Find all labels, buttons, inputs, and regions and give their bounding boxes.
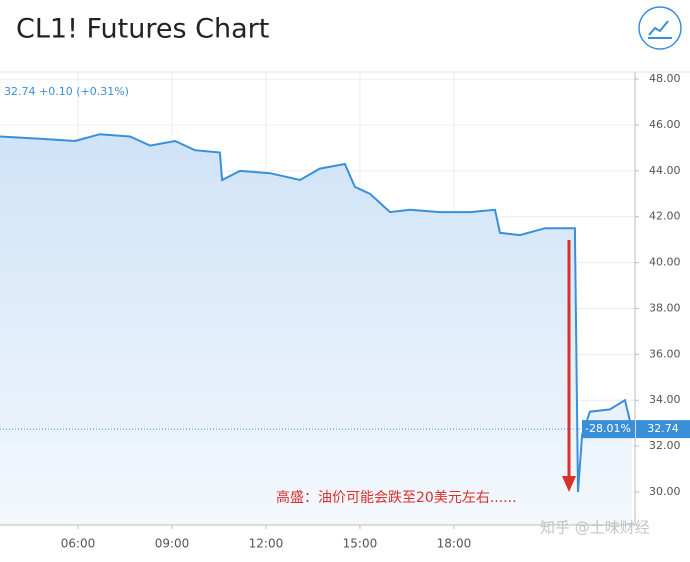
watermark: 知乎 @土味财经	[540, 519, 650, 537]
y-tick-label: 48.00	[649, 72, 681, 85]
price-badge-bg	[636, 420, 690, 439]
chart-title: CL1! Futures Chart	[16, 14, 269, 45]
change-badge: -28.01%	[585, 422, 631, 435]
x-tick-label: 12:00	[249, 537, 284, 551]
y-tick-label: 40.00	[649, 256, 681, 269]
x-tick-label: 15:00	[343, 537, 378, 551]
x-tick-label: 06:00	[61, 537, 96, 551]
change-badge-bg	[582, 420, 635, 439]
annotation: 高盛：油价可能会跌至20美元左右......	[276, 489, 517, 506]
line	[0, 133, 633, 493]
y-tick-label: 38.00	[649, 301, 681, 314]
x-tick-label: 18:00	[437, 537, 472, 551]
y-tick-label: 44.00	[649, 164, 681, 177]
area	[0, 134, 632, 525]
price-badge: 32.74	[647, 422, 679, 435]
x-tick-label: 09:00	[155, 537, 190, 551]
y-tick-label: 30.00	[649, 485, 681, 498]
y-tick-label: 46.00	[649, 118, 681, 131]
y-tick-label: 36.00	[649, 347, 681, 360]
annotation-arrowhead	[562, 476, 576, 492]
y-tick-label: 32.00	[649, 439, 681, 452]
y-tick-label: 42.00	[649, 210, 681, 223]
legend-text: 32.74 +0.10 (+0.31%)	[4, 85, 129, 98]
y-tick-label: 34.00	[649, 393, 681, 406]
chart-icon-button[interactable]	[638, 6, 682, 50]
